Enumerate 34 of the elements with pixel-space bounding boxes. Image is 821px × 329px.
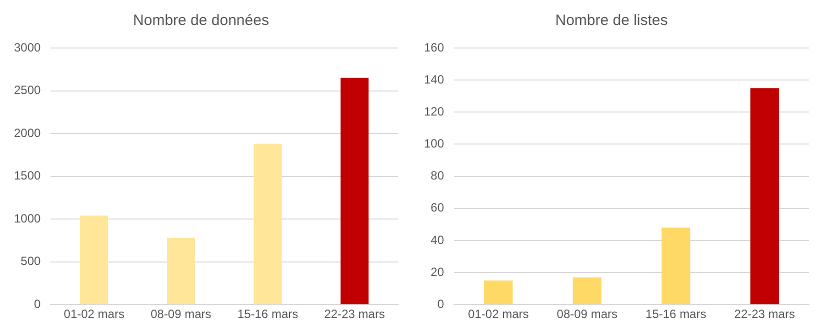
- y-tick-label: 40: [430, 232, 444, 247]
- y-tick-label: 140: [424, 72, 444, 86]
- y-tick-label: 2000: [14, 126, 42, 140]
- y-tick-label: 500: [20, 254, 42, 268]
- bar: [340, 78, 369, 304]
- bar: [572, 277, 602, 304]
- y-tick-label: 0: [437, 296, 444, 311]
- bar: [484, 280, 513, 304]
- y-tick-label: 1500: [14, 168, 42, 183]
- bar: [80, 216, 108, 304]
- y-tick-label: 60: [430, 200, 444, 215]
- chart-title: Nombre de données: [133, 12, 269, 30]
- bar: [662, 228, 690, 304]
- y-tick-label: 3000: [14, 40, 42, 54]
- y-tick-label: 0: [34, 296, 42, 311]
- y-tick-label: 80: [430, 168, 444, 183]
- y-tick-label: 120: [424, 104, 444, 118]
- x-tick-label: 08-09 mars: [556, 307, 618, 322]
- y-tick-label: 1000: [14, 211, 42, 226]
- y-tick-label: 20: [430, 264, 444, 279]
- x-tick-label: 15-16 mars: [646, 307, 706, 322]
- x-tick-label: 22-23 mars: [734, 307, 795, 322]
- bar: [750, 88, 779, 304]
- x-tick-label: 01-02 mars: [64, 307, 124, 322]
- bar: [166, 238, 195, 304]
- chart-title: Nombre de listes: [555, 12, 668, 30]
- x-tick-label: 15-16 mars: [237, 307, 298, 322]
- x-tick-label: 22-23 mars: [324, 307, 385, 322]
- y-tick-label: 160: [424, 40, 444, 54]
- bar: [254, 144, 282, 304]
- x-tick-label: 01-02 mars: [468, 307, 529, 322]
- x-tick-label: 08-09 mars: [150, 307, 212, 322]
- y-tick-label: 100: [424, 136, 444, 151]
- y-tick-label: 2500: [14, 83, 42, 98]
